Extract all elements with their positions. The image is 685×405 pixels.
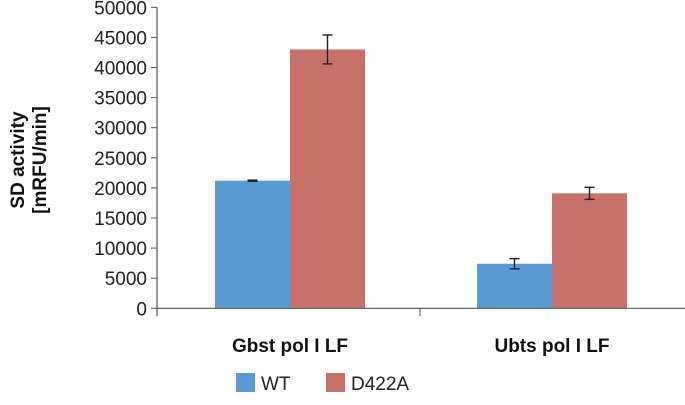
legend-label-d422a: D422A <box>351 374 409 395</box>
y-tick-label: 20000 <box>94 179 147 200</box>
category-label: Ubts pol I LF <box>494 336 609 357</box>
y-tick-label: 35000 <box>94 89 147 110</box>
bars <box>215 34 627 309</box>
axes <box>156 7 685 317</box>
legend-swatch-d422a <box>326 373 345 392</box>
category-label: Gbst pol I LF <box>232 336 348 357</box>
legend-label-wt: WT <box>261 374 291 395</box>
y-tick-label: 10000 <box>94 239 147 260</box>
y-tick-label: 25000 <box>94 149 147 170</box>
y-tick-label: 15000 <box>94 209 147 230</box>
legend-swatch-wt <box>236 373 255 392</box>
y-tick-label: 40000 <box>94 59 147 80</box>
y-tick-label: 5000 <box>105 269 147 290</box>
y-tick-label: 50000 <box>94 0 147 19</box>
bar-wt-2 <box>477 263 552 309</box>
bar-d422a-2 <box>552 193 627 309</box>
legend: WT D422A <box>236 373 409 395</box>
y-tick-label: 0 <box>136 299 147 320</box>
y-axis: 0 5000 10000 15000 20000 25000 30000 35000 40000… <box>94 0 157 320</box>
y-tick-label: 45000 <box>94 28 147 49</box>
bar-d422a-1 <box>290 49 365 309</box>
bar-wt-1 <box>215 180 290 309</box>
x-axis: Gbst pol I LF Ubts pol I LF <box>232 336 610 357</box>
y-tick-label: 30000 <box>94 119 147 140</box>
y-axis-label-line1: SD activity <box>8 111 29 209</box>
y-axis-label-line2: [mRFU/min] <box>30 106 51 214</box>
